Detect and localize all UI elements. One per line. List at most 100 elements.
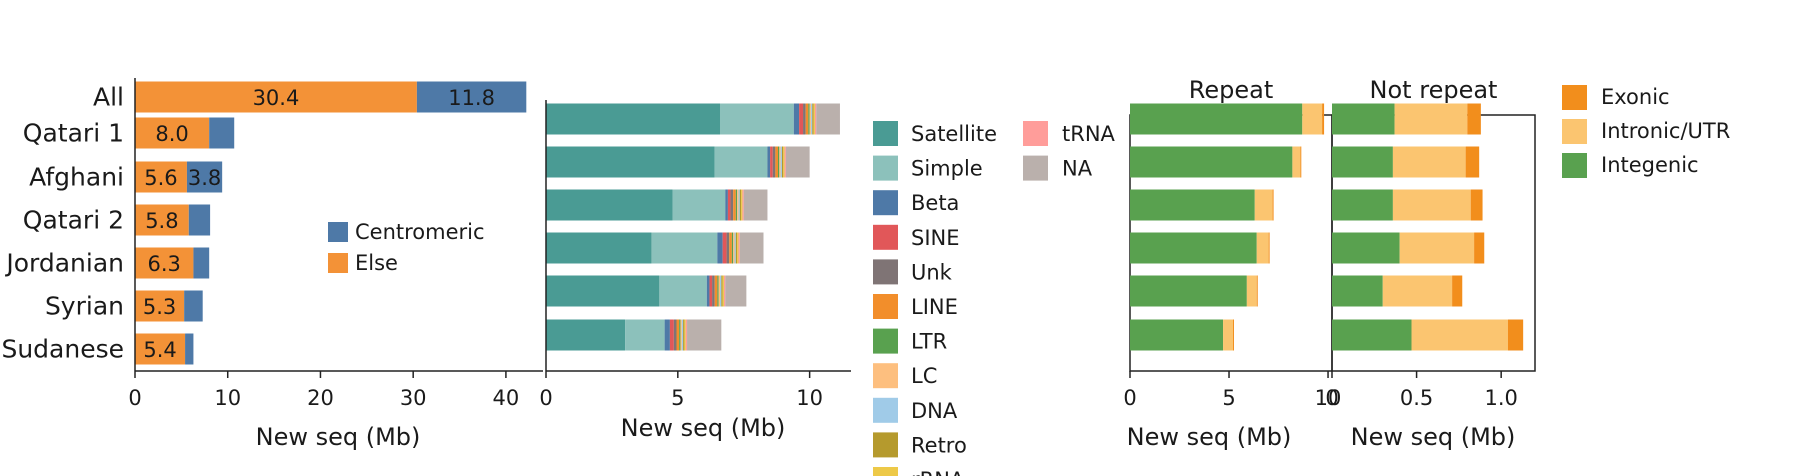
bar-rrna [737, 232, 739, 264]
bar-intronic-utr [1302, 103, 1323, 135]
bar-intronic-utr [1392, 189, 1471, 221]
legend-swatch [1562, 85, 1587, 110]
legend-label: Satellite [911, 122, 997, 146]
bar-centromeric [184, 290, 203, 322]
bar-simple [651, 232, 718, 264]
bar-trna [784, 146, 786, 178]
legend-swatch [873, 121, 898, 146]
legend-label: Integenic [1601, 153, 1699, 177]
legend-swatch [873, 363, 898, 389]
bar-integenic [1332, 189, 1393, 221]
legend-label: Retro [911, 433, 967, 457]
bar-centromeric [188, 204, 211, 236]
bar-else [135, 117, 210, 149]
panel-title: Repeat [1189, 76, 1273, 104]
bar-integenic [1130, 319, 1224, 351]
bar-centromeric [416, 81, 527, 113]
category-label: Qatari 1 [23, 119, 124, 148]
legend-label: LC [911, 364, 937, 388]
bar-else [135, 161, 187, 193]
legend-swatch [328, 222, 348, 242]
bar-na [785, 146, 810, 178]
bar-sine [722, 232, 727, 264]
bar-line [733, 189, 736, 221]
bar-centromeric [185, 333, 194, 365]
bar-retro [812, 103, 814, 135]
data-label: 30.4 [253, 86, 300, 110]
data-label: 6.3 [148, 252, 181, 276]
bar-beta [664, 319, 670, 351]
bar-exonic [1272, 189, 1274, 221]
category-label: Syrian [45, 292, 124, 321]
legend-swatch [873, 224, 898, 250]
bar-retro [781, 146, 784, 178]
bar-exonic [1470, 189, 1483, 221]
data-label: 5.4 [143, 338, 176, 362]
legend-label: DNA [911, 399, 958, 423]
bar-rrna [813, 103, 815, 135]
bar-rrna [741, 189, 743, 221]
bar-beta [767, 146, 771, 178]
bar-sine [727, 189, 731, 221]
category-label: Qatari 2 [23, 206, 124, 235]
bar-rrna [783, 146, 785, 178]
bar-satellite [546, 189, 673, 221]
legend-label: Beta [911, 191, 959, 215]
bar-sine [709, 275, 713, 307]
bar-exonic [1300, 146, 1302, 178]
bar-exonic [1467, 103, 1481, 135]
bar-beta [725, 189, 728, 221]
bar-intronic-utr [1246, 275, 1257, 307]
bar-integenic [1332, 319, 1412, 351]
bar-integenic [1332, 146, 1393, 178]
legend-swatch [1562, 119, 1587, 144]
legend-swatch [873, 467, 898, 476]
bar-dna [780, 146, 782, 178]
bar-line [676, 319, 680, 351]
x-axis-label: New seq (Mb) [621, 414, 786, 442]
bar-satellite [546, 319, 626, 351]
legend-swatch [873, 328, 898, 354]
bar-line [775, 146, 778, 178]
bar-lc [779, 146, 781, 178]
bar-sine [770, 146, 773, 178]
bar-dna [681, 319, 684, 351]
x-axis-label: New seq (Mb) [1127, 423, 1292, 451]
bar-intronic-utr [1399, 232, 1475, 264]
bar-unk [803, 103, 806, 135]
x-tick-label: 20 [307, 386, 334, 410]
bar-dna [734, 232, 736, 264]
legend-label: SINE [911, 226, 960, 250]
bar-centromeric [209, 117, 235, 149]
x-tick-label: 5 [1222, 386, 1235, 410]
bar-simple [714, 146, 768, 178]
legend-swatch [1562, 153, 1587, 178]
x-tick-label: 5 [671, 386, 684, 410]
bar-line [714, 275, 718, 307]
bar-integenic [1130, 232, 1257, 264]
x-tick-label: 0.5 [1400, 386, 1433, 410]
bar-unk [726, 232, 730, 264]
legend-swatch [1023, 155, 1048, 181]
bar-ltr [735, 189, 738, 221]
legend-label: tRNA [1062, 122, 1116, 146]
x-axis-label: New seq (Mb) [1351, 423, 1516, 451]
bar-retro [721, 275, 723, 307]
bar-trna [685, 319, 688, 351]
bar-intronic-utr [1292, 146, 1301, 178]
bar-satellite [546, 103, 720, 135]
bar-integenic [1332, 232, 1400, 264]
x-tick-label: 0 [128, 386, 141, 410]
data-label: 11.8 [448, 86, 495, 110]
bar-lc [680, 319, 682, 351]
legend-swatch [873, 294, 898, 319]
data-label: 8.0 [155, 122, 188, 146]
x-axis-label: New seq (Mb) [256, 423, 421, 451]
legend-swatch [873, 397, 898, 423]
bar-else [135, 204, 189, 236]
bar-intronic-utr [1254, 189, 1273, 221]
bar-integenic [1130, 275, 1247, 307]
bar-lc [809, 103, 811, 135]
bar-intronic-utr [1411, 319, 1508, 351]
